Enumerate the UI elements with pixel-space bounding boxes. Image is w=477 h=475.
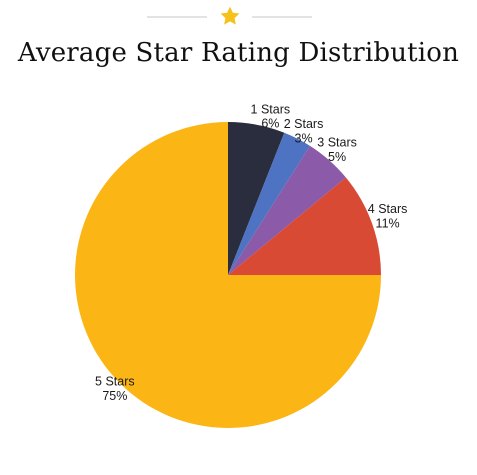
pie-slices [75, 122, 381, 428]
slice-name: 4 Stars [368, 202, 408, 216]
slice-percent: 5% [328, 150, 346, 164]
slice-label-3-stars: 3 Stars 5% [317, 135, 357, 163]
star-icon [220, 6, 240, 25]
slice-percent: 6% [261, 117, 279, 131]
slice-name: 5 Stars [95, 375, 135, 389]
slice-percent: 75% [102, 389, 127, 403]
slice-name: 1 Stars [251, 102, 291, 116]
slice-percent: 11% [376, 216, 400, 230]
pie-slice-1-stars [228, 122, 285, 275]
divider-right [252, 16, 312, 18]
pie-slice-2-stars [228, 132, 310, 275]
divider-left [147, 16, 207, 18]
header-ornament [0, 0, 477, 34]
slice-label-2-stars: 2 Stars 3% [284, 117, 324, 145]
pie-slice-5-stars [75, 122, 381, 428]
slice-percent: 3% [295, 132, 313, 146]
slice-name: 2 Stars [284, 117, 324, 131]
slice-label-4-stars: 4 Stars 11% [368, 202, 408, 230]
slice-label-5-stars: 5 Stars 75% [95, 375, 135, 403]
slice-label-1-stars: 1 Stars 6% [251, 102, 291, 130]
pie-labels: 1 Stars 6% 2 Stars 3% 3 Stars 5%4 Stars 11%5 S… [95, 102, 407, 403]
pie-slice-4-stars [228, 177, 381, 275]
chart-title: Average Star Rating Distribution [17, 38, 460, 68]
pie-slice-3-stars [228, 145, 346, 275]
slice-name: 3 Stars [317, 135, 357, 149]
